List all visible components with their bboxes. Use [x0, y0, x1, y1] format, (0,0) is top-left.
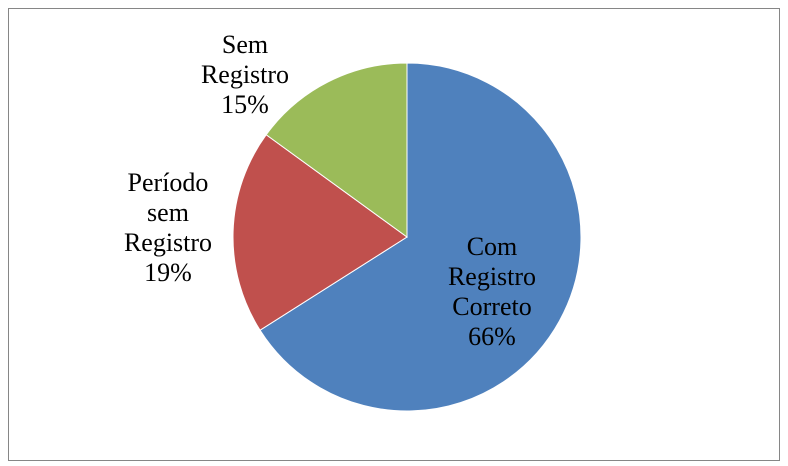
slice-category: Sem Registro [200, 30, 290, 89]
slice-category: Período sem Registro [123, 168, 213, 257]
slice-label: Com Registro Correto 66% [437, 232, 547, 352]
slice-value-label: 66% [468, 322, 516, 351]
slice-label: Período sem Registro 19% [108, 168, 228, 288]
slice-label: Sem Registro 15% [185, 30, 305, 120]
pie-slice [265, 62, 408, 238]
slice-category: Com Registro Correto [447, 232, 537, 321]
pie-slice [232, 134, 408, 331]
pie-slice [259, 62, 582, 412]
slice-value-label: 19% [144, 258, 192, 287]
slice-value-label: 15% [221, 90, 269, 119]
